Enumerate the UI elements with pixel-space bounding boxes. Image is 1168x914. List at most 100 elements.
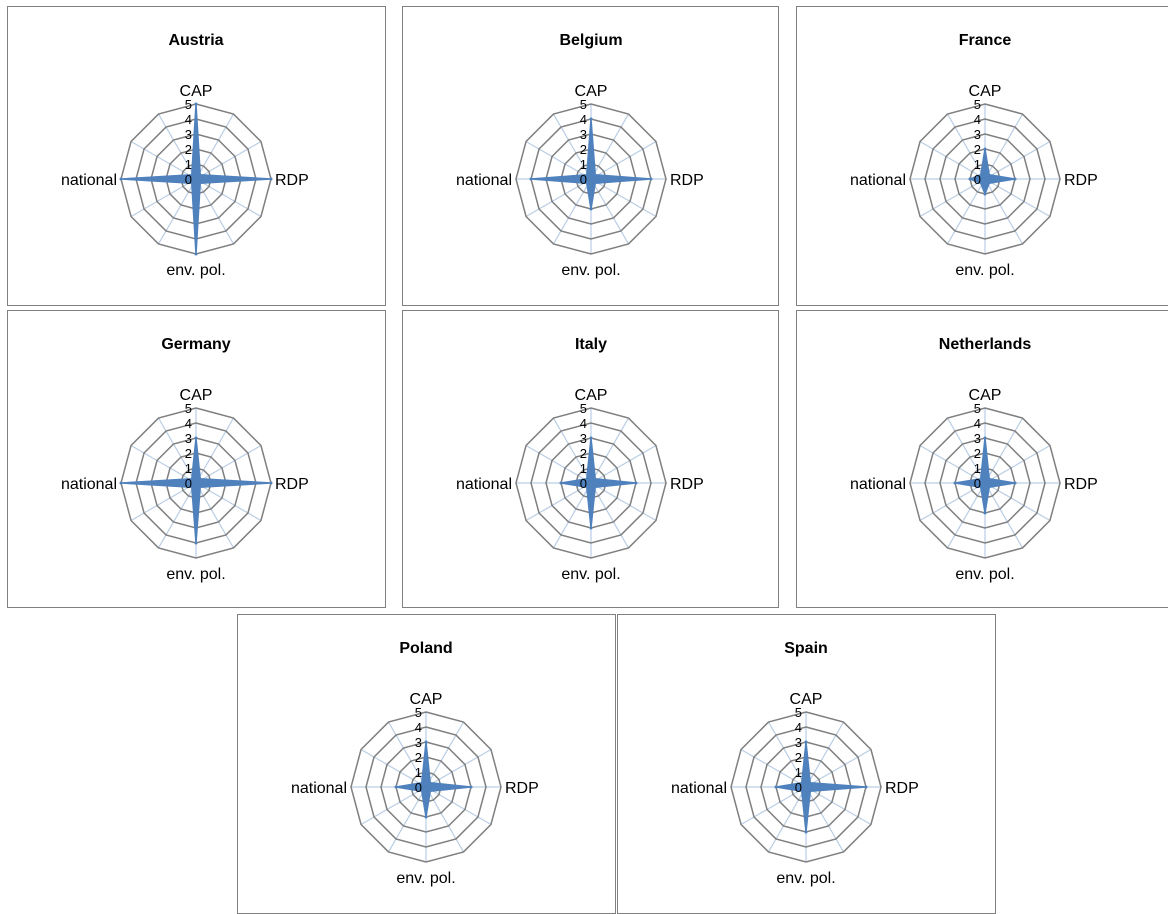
axis-label-national: national: [671, 780, 727, 797]
radar-spoke: [130, 140, 197, 180]
data-point-cap: [194, 102, 198, 106]
axis-label-national: national: [456, 172, 512, 189]
radar-spoke: [590, 178, 657, 218]
radar-spoke: [425, 786, 492, 826]
data-point-envpol: [424, 815, 428, 819]
chart-title: Spain: [784, 640, 828, 657]
tick-label: 0: [795, 780, 802, 795]
data-point-rdp: [269, 177, 273, 181]
data-point-envpol: [589, 526, 593, 530]
tick-label: 3: [415, 735, 422, 750]
tick-label: 1: [185, 157, 192, 172]
axis-label-rdp: RDP: [885, 780, 919, 797]
radar-spoke: [590, 417, 630, 484]
tick-label: 1: [580, 461, 587, 476]
data-point-national: [119, 177, 123, 181]
data-point-rdp: [469, 785, 473, 789]
tick-label: 2: [974, 142, 981, 157]
radar-spoke: [984, 113, 1024, 180]
tick-label: 4: [415, 720, 422, 735]
radar-gridline-4: [530, 422, 652, 544]
axis-label-cap: CAP: [575, 83, 608, 100]
radar-gridline-3: [939, 437, 1031, 529]
axis-label-rdp: RDP: [1064, 172, 1098, 189]
radar-gridline-3: [545, 133, 637, 225]
axis-label-national: national: [61, 172, 117, 189]
radar-spoke: [387, 721, 427, 788]
radar-gridline-5: [909, 407, 1061, 559]
tick-label: 2: [415, 750, 422, 765]
data-point-national: [529, 177, 533, 181]
radar-spoke: [157, 178, 197, 245]
data-point-rdp: [269, 481, 273, 485]
tick-label: 5: [185, 97, 192, 112]
radar-spoke: [195, 444, 262, 484]
radar-spoke: [805, 786, 845, 853]
chart-title: Belgium: [559, 32, 622, 49]
tick-label: 5: [795, 705, 802, 720]
radar-spoke: [984, 178, 1051, 218]
chart-panel-belgium: Belgium 0 1 2 3 4 5 CAP RDP env. pol. national: [402, 6, 779, 306]
data-point-envpol: [983, 192, 987, 196]
tick-label: 0: [415, 780, 422, 795]
radar-spoke: [195, 482, 262, 522]
radar-spoke: [805, 786, 872, 826]
radar-spoke: [387, 786, 427, 853]
chart-title: Austria: [168, 32, 223, 49]
radar-gridline-5: [350, 711, 502, 863]
axis-label-cap: CAP: [575, 387, 608, 404]
axis-label-envpol: env. pol.: [561, 262, 620, 279]
radar-spoke: [425, 786, 465, 853]
tick-label: 3: [795, 735, 802, 750]
data-point-rdp: [1013, 481, 1017, 485]
radar-spoke: [919, 140, 986, 180]
radar-gridline-5: [120, 407, 272, 559]
data-point-rdp: [649, 177, 653, 181]
radar-spoke: [157, 113, 197, 180]
radar-gridline-3: [380, 741, 472, 833]
tick-label: 5: [974, 97, 981, 112]
tick-label: 0: [185, 476, 192, 491]
radar-spoke: [195, 140, 262, 180]
data-point-envpol: [194, 252, 198, 256]
radar-gridline-4: [924, 422, 1046, 544]
radar-gridline-5: [730, 711, 882, 863]
axis-label-envpol: env. pol.: [166, 566, 225, 583]
radar-spoke: [525, 444, 592, 484]
radar-spoke: [525, 482, 592, 522]
tick-label: 5: [580, 97, 587, 112]
radar-spoke: [195, 417, 235, 484]
axis-label-envpol: env. pol.: [396, 870, 455, 887]
radar-gridline-4: [365, 726, 487, 848]
tick-label: 2: [795, 750, 802, 765]
data-point-national: [394, 785, 398, 789]
radar-spoke: [157, 482, 197, 549]
tick-label: 0: [974, 172, 981, 187]
tick-label: 4: [185, 112, 192, 127]
axis-label-cap: CAP: [790, 691, 823, 708]
axis-label-envpol: env. pol.: [955, 262, 1014, 279]
tick-label: 5: [415, 705, 422, 720]
axis-label-national: national: [61, 476, 117, 493]
tick-label: 2: [185, 446, 192, 461]
radar-spoke: [919, 482, 986, 522]
tick-label: 0: [580, 476, 587, 491]
axis-label-cap: CAP: [969, 387, 1002, 404]
tick-label: 3: [185, 431, 192, 446]
radar-spoke: [984, 482, 1051, 522]
radar-spoke: [130, 444, 197, 484]
axis-label-national: national: [291, 780, 347, 797]
tick-label: 0: [580, 172, 587, 187]
tick-label: 4: [185, 416, 192, 431]
tick-label: 2: [185, 142, 192, 157]
radar-gridline-5: [909, 103, 1061, 255]
axis-label-cap: CAP: [969, 83, 1002, 100]
radar-spoke: [195, 178, 235, 245]
tick-label: 5: [580, 401, 587, 416]
radar-gridline-3: [939, 133, 1031, 225]
